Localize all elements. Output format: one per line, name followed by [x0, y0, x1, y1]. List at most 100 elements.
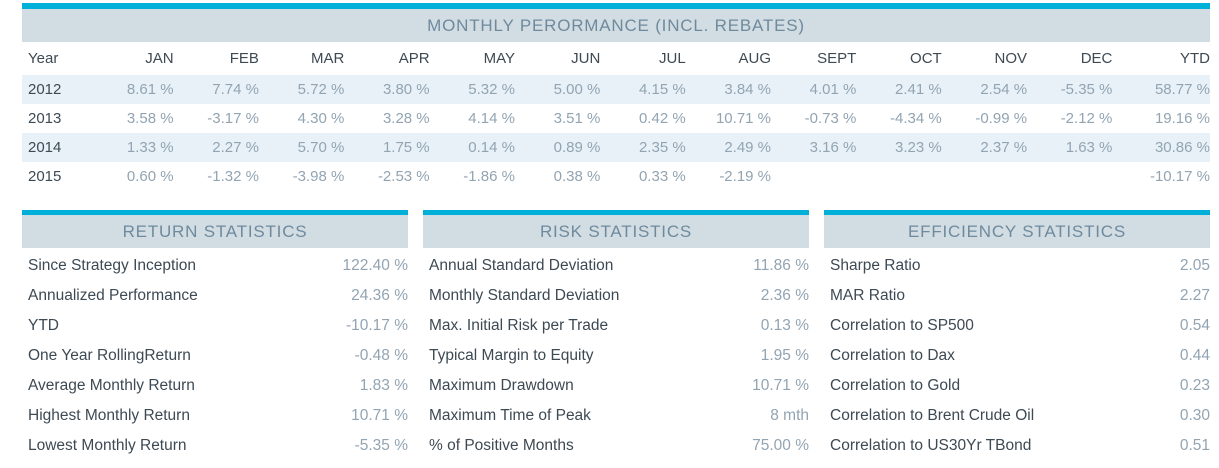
value-cell: 58.77 %: [1112, 75, 1210, 104]
value-cell: 0.42 %: [638, 110, 686, 127]
value-cell: 3.58 %: [126, 110, 174, 127]
panel-rows: Sharpe Ratio 2.05 MAR Ratio 2.27 Correlation…: [824, 248, 1210, 461]
stat-label: Typical Margin to Equity: [429, 347, 594, 364]
stat-label: Monthly Standard Deviation: [429, 287, 620, 304]
statistics-row: RETURN STATISTICS Since Strategy Incepti…: [22, 210, 1210, 461]
column-header-apr: APR: [398, 50, 430, 67]
value-cell: 0.14 %: [429, 133, 515, 162]
value-cell: 2.37 %: [941, 133, 1028, 162]
stat-row: Correlation to US30Yr TBond 0.51: [824, 431, 1210, 461]
value-cell: 4.30 %: [297, 110, 345, 127]
stat-value: 10.71 %: [752, 377, 809, 394]
value-cell: 0.38 %: [553, 168, 601, 185]
value-cell: 0.60 %: [126, 168, 174, 185]
stat-value: 1.83 %: [359, 377, 408, 394]
value-cell: 4.01 %: [771, 75, 857, 104]
value-cell: 0.89 %: [514, 133, 601, 162]
column-header-mar: MAR: [310, 50, 345, 67]
stat-row: Maximum Time of Peak 8 mth: [423, 401, 809, 431]
stat-label: Highest Monthly Return: [28, 407, 190, 424]
column-header-jul: JUL: [658, 50, 686, 67]
column-header-nov: NOV: [994, 50, 1028, 67]
value-cell: [856, 162, 941, 191]
stat-value: 2.05: [1179, 257, 1210, 274]
panel-title: RISK STATISTICS: [539, 221, 693, 241]
stat-row: % of Positive Months 75.00 %: [423, 431, 809, 461]
value-cell: -2.53 %: [377, 168, 430, 185]
stat-value: 0.51: [1179, 437, 1210, 454]
value-cell: -2.12 %: [1060, 110, 1113, 127]
column-header-aug: AUG: [738, 50, 772, 67]
stat-row: Maximum Drawdown 10.71 %: [423, 371, 809, 401]
value-cell: 2.27 %: [173, 133, 259, 162]
stat-row: Correlation to Gold 0.23: [824, 371, 1210, 401]
value-cell: 2.49 %: [685, 133, 772, 162]
year-cell: 2015: [28, 168, 62, 185]
stat-row: YTD -10.17 %: [22, 311, 408, 341]
value-cell: 1.33 %: [88, 133, 174, 162]
monthly-performance-section: MONTHLY PERORMANCE (INCL. REBATES) Year J…: [22, 3, 1210, 191]
stat-label: Correlation to US30Yr TBond: [830, 437, 1032, 454]
value-cell: 5.72 %: [258, 75, 345, 104]
stat-value: -10.17 %: [345, 317, 408, 334]
stat-value: 24.36 %: [351, 287, 408, 304]
stat-row: Sharpe Ratio 2.05: [824, 251, 1210, 281]
value-cell: 5.00 %: [514, 75, 601, 104]
value-cell: 3.28 %: [382, 110, 430, 127]
stat-value: 0.44: [1179, 347, 1210, 364]
panel-title-band: RISK STATISTICS: [423, 215, 809, 248]
stat-row: Annualized Performance 24.36 %: [22, 281, 408, 311]
value-cell: -1.32 %: [207, 168, 259, 185]
year-cell: 2014: [22, 133, 89, 162]
value-cell: 1.63 %: [1027, 133, 1113, 162]
panel-title: EFFICIENCY STATISTICS: [908, 221, 1126, 241]
column-header-dec: DEC: [1080, 50, 1113, 67]
stat-label: Maximum Time of Peak: [429, 407, 591, 424]
performance-body: 2012 8.61 % 7.74 % 5.72 % 3.80 % 5.32 % 5.00 %…: [22, 75, 1210, 191]
performance-title: MONTHLY PERORMANCE (INCL. REBATES): [427, 15, 805, 35]
value-cell: -5.35 %: [1027, 75, 1113, 104]
stat-row: Lowest Monthly Return -5.35 %: [22, 431, 408, 461]
value-cell: 10.71 %: [715, 110, 772, 127]
performance-title-band: MONTHLY PERORMANCE (INCL. REBATES): [22, 9, 1210, 42]
value-cell: 0.33 %: [638, 168, 686, 185]
value-cell: 4.14 %: [468, 110, 515, 127]
year-cell: 2013: [28, 110, 62, 127]
value-cell: -0.73 %: [804, 110, 857, 127]
stat-value: 122.40 %: [342, 257, 409, 274]
panel-title: RETURN STATISTICS: [122, 221, 308, 241]
value-cell: 1.75 %: [344, 133, 430, 162]
value-cell: 3.84 %: [685, 75, 772, 104]
stat-label: Max. Initial Risk per Trade: [429, 317, 609, 334]
panel-title-band: RETURN STATISTICS: [22, 215, 408, 248]
column-header-sept: SEPT: [817, 50, 857, 67]
stat-value: -0.48 %: [354, 347, 408, 364]
stat-label: Correlation to Brent Crude Oil: [830, 407, 1035, 424]
performance-row-2012: 2012 8.61 % 7.74 % 5.72 % 3.80 % 5.32 % 5.00 %…: [22, 75, 1210, 104]
value-cell: 4.15 %: [600, 75, 686, 104]
performance-table: Year JAN FEB MAR APR MAY JUN JUL AUG SEPT OCT NOV DE…: [22, 42, 1210, 191]
efficiency-statistics-panel: EFFICIENCY STATISTICS Sharpe Ratio 2.05 MA…: [824, 210, 1210, 461]
stat-row: Highest Monthly Return 10.71 %: [22, 401, 408, 431]
column-header-jun: JUN: [571, 50, 601, 67]
value-cell: 3.23 %: [856, 133, 942, 162]
return-statistics-panel: RETURN STATISTICS Since Strategy Incepti…: [22, 210, 408, 461]
stat-row: Typical Margin to Equity 1.95 %: [423, 341, 809, 371]
performance-header-row: Year JAN FEB MAR APR MAY JUN JUL AUG SEPT OCT NOV DE…: [22, 42, 1210, 75]
stat-row: Correlation to SP500 0.54: [824, 311, 1210, 341]
year-cell: 2012: [22, 75, 89, 104]
stat-row: Annual Standard Deviation 11.86 %: [423, 251, 809, 281]
stat-value: 1.95 %: [760, 347, 809, 364]
stat-label: Correlation to SP500: [830, 317, 974, 334]
factsheet-page: MONTHLY PERORMANCE (INCL. REBATES) Year J…: [0, 3, 1219, 468]
value-cell: 2.41 %: [856, 75, 942, 104]
stat-label: Average Monthly Return: [28, 377, 195, 394]
stat-label: Maximum Drawdown: [429, 377, 574, 394]
stat-label: Annual Standard Deviation: [429, 257, 614, 274]
panel-title-band: EFFICIENCY STATISTICS: [824, 215, 1210, 248]
stat-label: MAR Ratio: [830, 287, 905, 304]
stat-value: -5.35 %: [354, 437, 408, 454]
value-cell: -3.98 %: [292, 168, 345, 185]
value-cell: 3.51 %: [553, 110, 601, 127]
value-cell: -0.99 %: [975, 110, 1028, 127]
